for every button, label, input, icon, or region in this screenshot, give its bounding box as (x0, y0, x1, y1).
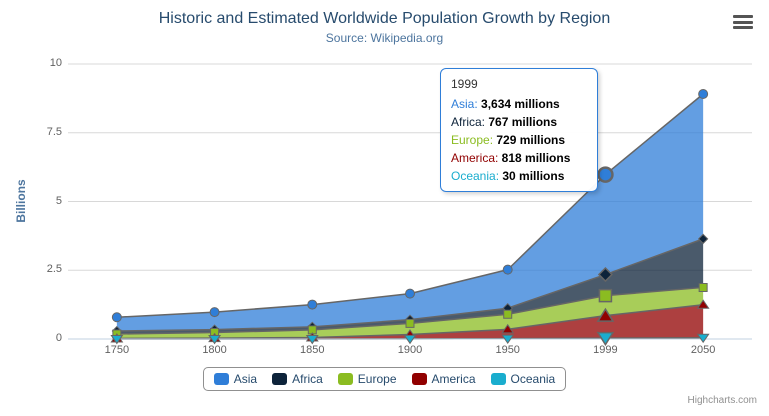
hamburger-icon (733, 20, 753, 24)
chart-subtitle: Source: Wikipedia.org (325, 31, 444, 45)
tooltip-row: Africa: 767 millions (451, 113, 587, 131)
tooltip-series-label: America: (451, 151, 499, 165)
x-axis-tick-label: 2050 (690, 344, 716, 356)
circle-marker[interactable] (209, 307, 220, 318)
x-axis-tick-label: 1900 (397, 344, 423, 356)
tooltip-series-value: 729 millions (493, 133, 566, 147)
y-axis-tick-label: 0 (55, 332, 62, 344)
triangle-down-marker[interactable] (403, 334, 417, 345)
hamburger-icon (733, 15, 753, 18)
legend-swatch-icon (213, 373, 229, 385)
triangle-down-marker[interactable] (696, 333, 710, 344)
legend-swatch-icon (411, 373, 427, 385)
export-menu-button[interactable] (733, 15, 753, 29)
x-axis-tick-label: 1800 (202, 344, 227, 356)
y-axis-tick-label: 10 (49, 57, 62, 69)
tooltip-series-label: Africa: (451, 115, 486, 129)
legend-item-europe[interactable]: Europe (337, 372, 397, 386)
y-axis-tick-label: 2.5 (46, 263, 62, 276)
triangle-down-marker[interactable] (110, 334, 124, 345)
triangle-down-marker[interactable] (208, 334, 222, 345)
legend-item-africa[interactable]: Africa (272, 372, 323, 386)
legend-swatch-icon (490, 373, 506, 385)
x-axis-tick-label: 1999 (593, 344, 618, 356)
triangle-down-marker[interactable] (596, 331, 615, 347)
legend-wrapper: Asia Africa Europe America Oceania (0, 367, 769, 391)
legend-item-asia[interactable]: Asia (213, 372, 258, 386)
circle-marker[interactable] (502, 264, 513, 275)
square-marker[interactable] (307, 325, 317, 335)
triangle-marker[interactable] (696, 299, 710, 309)
tooltip-series-value: 767 millions (485, 115, 558, 129)
circle-marker[interactable] (307, 299, 318, 310)
credits-link[interactable]: Highcharts.com (687, 395, 757, 406)
x-axis-tick-label: 1850 (300, 344, 325, 356)
tooltip: 1999 Asia: 3,634 millions Africa: 767 mil… (440, 68, 598, 192)
tooltip-series-label: Europe: (451, 133, 494, 147)
circle-marker[interactable] (698, 89, 709, 100)
legend-item-label: Oceania (510, 372, 556, 386)
legend-swatch-icon (337, 373, 353, 385)
tooltip-series-value: 30 millions (499, 169, 565, 183)
y-axis-tick-label: 5 (55, 194, 62, 207)
legend-swatch-icon (272, 373, 288, 385)
circle-marker[interactable] (597, 166, 614, 183)
tooltip-row: Asia: 3,634 millions (451, 95, 587, 113)
x-axis-tick-label: 1750 (104, 344, 130, 356)
x-axis-tick-label: 1950 (495, 344, 520, 356)
legend-item-label: Asia (233, 372, 258, 386)
legend-item-america[interactable]: America (411, 372, 476, 386)
tooltip-series-label: Asia: (451, 97, 478, 111)
triangle-down-marker[interactable] (501, 334, 515, 345)
legend-item-label: Europe (357, 372, 397, 386)
tooltip-row: Europe: 729 millions (451, 131, 587, 149)
chart-title: Historic and Estimated Worldwide Populat… (158, 10, 611, 27)
tooltip-series-label: Oceania: (451, 169, 500, 183)
square-marker[interactable] (405, 318, 415, 328)
circle-marker[interactable] (405, 288, 415, 299)
square-marker[interactable] (598, 288, 613, 303)
area-band-africa[interactable] (116, 238, 704, 334)
circle-marker[interactable] (111, 312, 122, 323)
legend: Asia Africa Europe America Oceania (202, 367, 567, 391)
tooltip-row: Oceania: 30 millions (451, 167, 587, 185)
diamond-marker[interactable] (697, 233, 709, 245)
diamond-marker[interactable] (597, 266, 613, 283)
triangle-marker[interactable] (501, 323, 515, 334)
area-band-asia[interactable] (116, 94, 704, 332)
square-marker[interactable] (503, 309, 513, 319)
square-marker[interactable] (698, 282, 708, 292)
hamburger-icon (733, 26, 753, 29)
legend-item-label: America (431, 372, 476, 386)
y-axis-tick-label: 7.5 (46, 125, 62, 138)
legend-item-label: Africa (292, 372, 323, 386)
tooltip-series-value: 3,634 millions (477, 97, 560, 111)
tooltip-header: 1999 (451, 77, 478, 91)
tooltip-rows: Asia: 3,634 millions Africa: 767 millions… (451, 95, 587, 185)
triangle-marker[interactable] (596, 307, 615, 322)
tooltip-row: America: 818 millions (451, 149, 587, 167)
area-band-america[interactable] (116, 304, 704, 339)
triangle-down-marker[interactable] (305, 334, 319, 345)
tooltip-series-value: 818 millions (498, 151, 571, 165)
legend-item-oceania[interactable]: Oceania (490, 372, 556, 386)
